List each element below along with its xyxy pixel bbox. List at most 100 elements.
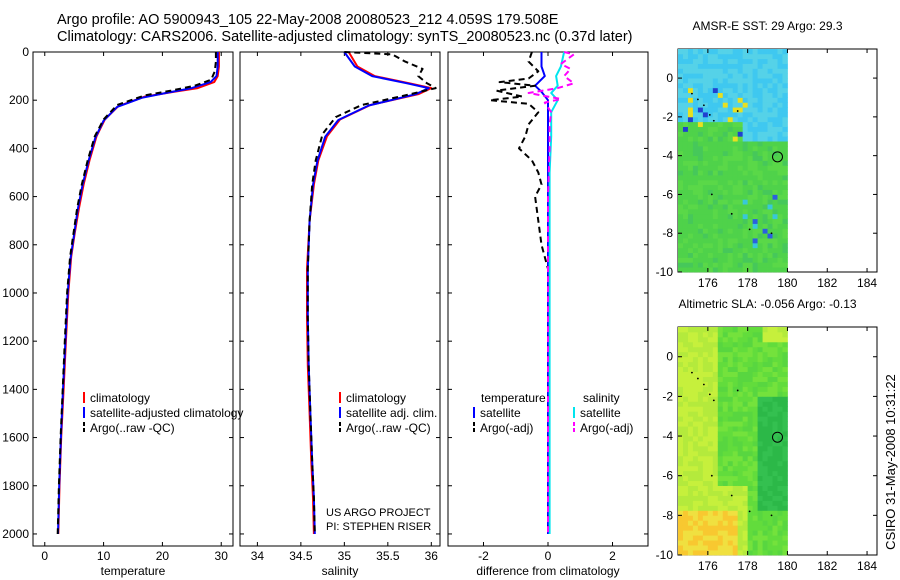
amsre_sst-cell	[752, 247, 759, 254]
amsre_sst-cell	[762, 58, 768, 64]
amsre_sst-cell	[678, 262, 684, 268]
altimetric_sla-cell	[757, 336, 763, 343]
altimetric_sla-cell	[702, 540, 709, 546]
altimetric_sla-cell	[737, 520, 744, 526]
altimetric_sla-cell	[742, 346, 749, 353]
altimetric_sla-cell	[712, 441, 719, 447]
altimetric_sla-cell	[678, 540, 684, 546]
altimetric_sla-cell	[707, 336, 714, 343]
amsre_sst-cell	[767, 58, 773, 64]
altimetric_sla-cell	[757, 525, 763, 531]
amsre_sst-cell	[707, 82, 714, 89]
altimetric_sla-cell	[722, 396, 729, 402]
amsre_sst-cell	[737, 160, 744, 166]
altimetric_sla-cell	[772, 331, 778, 338]
amsre_sst-cell	[742, 160, 749, 166]
amsre_sst-cell	[712, 63, 719, 69]
amsre_sst-cell	[682, 112, 689, 118]
altimetric_sla-cell	[682, 460, 689, 467]
amsre_sst-cell	[712, 262, 719, 268]
altimetric_sla-cell	[712, 470, 719, 477]
altimetric_sla-cell	[687, 450, 694, 457]
altimetric_sla-cell	[732, 346, 739, 353]
altimetric_sla-cell	[687, 455, 694, 462]
amsre_sst-cell	[687, 92, 694, 98]
amsre_sst-cell	[767, 165, 773, 171]
amsre_sst-cell	[717, 150, 724, 157]
amsre_sst-cell	[772, 170, 778, 176]
amsre_sst-cell	[692, 141, 699, 147]
amsre_sst-land-dot	[770, 232, 773, 235]
altimetric_sla-cell	[762, 540, 768, 546]
amsre_sst-cell	[767, 97, 773, 103]
altimetric_sla-cell	[722, 436, 729, 442]
amsre_sst-cell	[722, 223, 729, 229]
altimetric_sla-cell	[777, 386, 783, 392]
altimetric_sla-cell	[767, 431, 773, 437]
amsre_sst-cell	[692, 73, 699, 79]
altimetric_sla-cell	[762, 465, 768, 472]
amsre_sst-cell	[707, 170, 714, 176]
amsre_sst-cell	[762, 116, 768, 123]
altimetric_sla-cell	[707, 515, 714, 521]
altimetric_sla-cell	[702, 411, 709, 417]
altimetric_sla-cell	[762, 376, 768, 382]
altimetric_sla-cell	[752, 480, 759, 487]
amsre_sst-cell	[752, 223, 759, 229]
amsre_sst-cell	[682, 141, 689, 147]
amsre_sst-cell	[727, 131, 734, 137]
amsre_sst-xtick-label: 180	[777, 276, 797, 290]
altimetric_sla-cell	[772, 505, 778, 511]
altimetric_sla-cell	[772, 550, 778, 556]
altimetric_sla-cell	[682, 431, 689, 437]
altimetric_sla-cell	[737, 366, 744, 373]
altimetric_sla-cell	[732, 515, 739, 521]
altimetric_sla-cell	[732, 421, 739, 427]
altimetric_sla-cell	[767, 391, 773, 397]
altimetric_sla-cell	[697, 391, 704, 397]
altimetric_sla-cell	[712, 371, 719, 377]
altimetric_sla-cell	[707, 445, 714, 452]
altimetric_sla-cell	[717, 376, 724, 382]
altimetric_sla-cell	[682, 505, 689, 511]
altimetric_sla-cell	[777, 351, 783, 358]
amsre_sst-cell	[687, 184, 694, 190]
amsre_sst-cell	[737, 179, 744, 186]
altimetric_sla-cell	[772, 510, 778, 516]
altimetric_sla-cell	[682, 450, 689, 457]
amsre_sst-cell	[702, 242, 709, 249]
amsre_sst-cell	[777, 49, 783, 55]
amsre_sst-cell	[678, 233, 684, 239]
altimetric_sla-cell	[737, 510, 744, 516]
amsre_sst-cell	[712, 82, 719, 89]
amsre_sst-cell	[722, 218, 729, 224]
altimetric_sla-cell	[742, 376, 749, 382]
amsre_sst-cell	[782, 121, 788, 127]
amsre_sst-cell	[732, 204, 739, 210]
amsre_sst-cell	[682, 102, 689, 108]
altimetric_sla-cell	[697, 421, 704, 427]
amsre_sst-cell	[727, 257, 734, 263]
altimetric_sla-cell	[692, 376, 699, 382]
altimetric_sla-cell	[722, 426, 729, 432]
altimetric_sla-cell	[732, 441, 739, 447]
depth-tick-label: 200	[9, 93, 29, 107]
amsre_sst-cell	[707, 63, 714, 69]
amsre_sst-cell	[692, 145, 699, 152]
altimetric_sla-cell	[682, 500, 689, 506]
altimetric_sla-cell	[702, 341, 709, 348]
amsre_sst-cell	[762, 150, 768, 157]
altimetric_sla-cell	[742, 475, 749, 482]
altimetric_sla-cell	[752, 460, 759, 467]
amsre_sst-cell	[687, 53, 694, 60]
altimetric_sla-cell	[697, 416, 704, 422]
altimetric_sla-cell	[712, 450, 719, 457]
altimetric_sla-cell	[767, 550, 773, 556]
altimetric_sla-cell	[767, 530, 773, 536]
altimetric_sla-cell	[772, 366, 778, 373]
amsre_sst-cell	[707, 53, 714, 60]
amsre_sst-cell	[757, 136, 763, 142]
altimetric_sla-cell	[742, 386, 749, 392]
altimetric_sla-cell	[697, 381, 704, 387]
altimetric_sla-cell	[692, 460, 699, 467]
